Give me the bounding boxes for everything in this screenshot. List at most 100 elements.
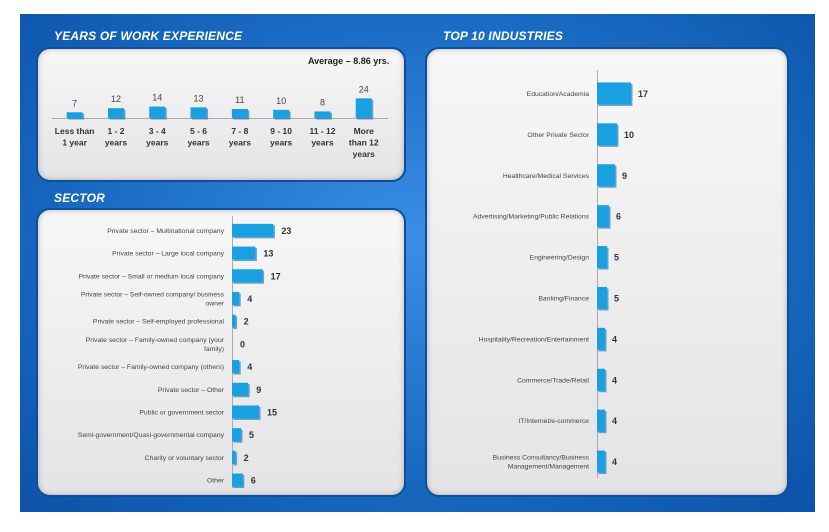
experience-category-label: years [311,138,333,148]
experience-value-label: 12 [111,94,121,104]
experience-value-label: 13 [194,93,204,103]
experience-bar [66,112,83,118]
experience-bar [149,106,166,118]
sector-category-label: family) [204,346,224,353]
experience-category-label: 1 - 2 [107,126,124,136]
industries-bar [597,286,607,309]
industries-value-label: 4 [612,375,617,385]
experience-value-label: 14 [152,93,162,103]
industries-category-label: Commerce/Trade/Retail [517,377,589,384]
sector-value-label: 2 [244,317,249,327]
sector-bar [232,246,256,260]
industries-bar [597,246,607,269]
experience-category-label: 3 - 4 [149,126,166,136]
industries-value-label: 6 [616,212,621,222]
sector-category-label: Charity or voluntary sector [145,455,225,462]
sector-section-title: SECTOR [54,191,105,205]
sector-bar [232,360,240,374]
sector-value-label: 23 [281,226,291,236]
sector-value-label: 17 [271,271,281,281]
experience-category-label: 1 year [62,138,87,148]
sector-category-label: Private sector – Small or medium local c… [79,273,225,280]
experience-category-label: Less than [55,126,95,136]
sector-bar [232,405,259,419]
sector-category-label: Private sector – Self-owned company/ bus… [81,291,225,298]
experience-category-label: years [229,138,251,148]
sector-value-label: 13 [263,249,273,259]
industries-value-label: 5 [614,293,619,303]
average-annotation: Average – 8.86 yrs. [308,56,390,66]
sector-bar [232,450,236,464]
sector-value-label: 4 [247,362,252,372]
experience-category-label: 5 - 6 [190,126,207,136]
industries-bar [597,409,605,432]
experience-section-title: YEARS OF WORK EXPERIENCE [54,29,243,43]
industries-panel [425,47,789,497]
industries-category-label: Healthcare/Medical Services [503,173,590,180]
experience-panel [36,47,406,182]
industries-value-label: 4 [612,334,617,344]
industries-value-label: 10 [624,130,634,140]
sector-value-label: 0 [240,339,245,349]
sector-bar [232,269,263,283]
experience-value-label: 8 [320,97,325,107]
experience-category-label: years [187,138,209,148]
experience-value-label: 11 [235,95,244,105]
sector-category-label: owner [205,300,224,307]
industries-bar [597,82,631,105]
experience-value-label: 10 [276,96,286,106]
sector-value-label: 4 [247,294,252,304]
sector-bar [232,382,249,396]
industries-category-label: Hospitality/Recreation/Entertainment [479,336,589,343]
industries-bar [597,205,609,228]
experience-bar [314,111,331,118]
sector-value-label: 6 [251,476,256,486]
industries-bar [597,123,617,146]
industries-value-label: 17 [638,89,648,99]
sector-bar [232,473,243,487]
industries-bar [597,327,605,350]
experience-category-label: 9 - 10 [270,126,292,136]
experience-bar [273,109,290,118]
industries-value-label: 5 [614,253,619,263]
industries-category-label: Engineering/Design [530,255,590,262]
sector-value-label: 5 [249,430,254,440]
sector-panel [36,208,406,497]
sector-bar [232,223,274,237]
industries-value-label: 4 [612,416,617,426]
sector-bar [232,428,241,442]
sector-category-label: Semi-government/Quasi-governmental compa… [78,432,225,439]
industries-category-label: Business Consultancy/Business [493,455,590,462]
industries-bar [597,368,605,391]
sector-value-label: 2 [244,453,249,463]
sector-category-label: Other [207,478,225,485]
industries-category-label: Other Private Sector [527,132,589,139]
experience-value-label: 24 [359,84,369,94]
experience-category-label: years [146,138,168,148]
experience-bar [190,107,207,118]
sector-category-label: Private sector – Other [158,387,225,394]
industries-bar [597,164,615,187]
experience-category-label: More [354,126,375,136]
sector-value-label: 15 [267,407,277,417]
experience-bar [231,108,248,118]
sector-bar [232,314,236,328]
industries-category-label: IT/Internet/e-commerce [518,418,589,425]
experience-bar [107,108,124,118]
industries-value-label: 4 [612,457,617,467]
sector-bar [232,291,240,305]
sector-category-label: Private sector – Family-owned company (y… [86,337,225,344]
industries-category-label: Banking/Finance [538,295,589,302]
experience-category-label: years [353,149,375,159]
experience-bar [355,98,372,118]
sector-category-label: Public or government sector [139,409,224,416]
sector-category-label: Private sector – Self-employed professio… [93,319,225,326]
experience-category-label: 7 - 8 [231,126,248,136]
experience-category-label: 11 - 12 [309,126,335,136]
experience-category-label: than 12 [349,138,379,148]
experience-value-label: 7 [72,98,77,108]
industries-category-label: Advertising/Marketing/Public Relations [473,214,590,221]
industries-category-label: Education/Academia [527,91,590,98]
industries-section-title: TOP 10 INDUSTRIES [443,29,564,43]
